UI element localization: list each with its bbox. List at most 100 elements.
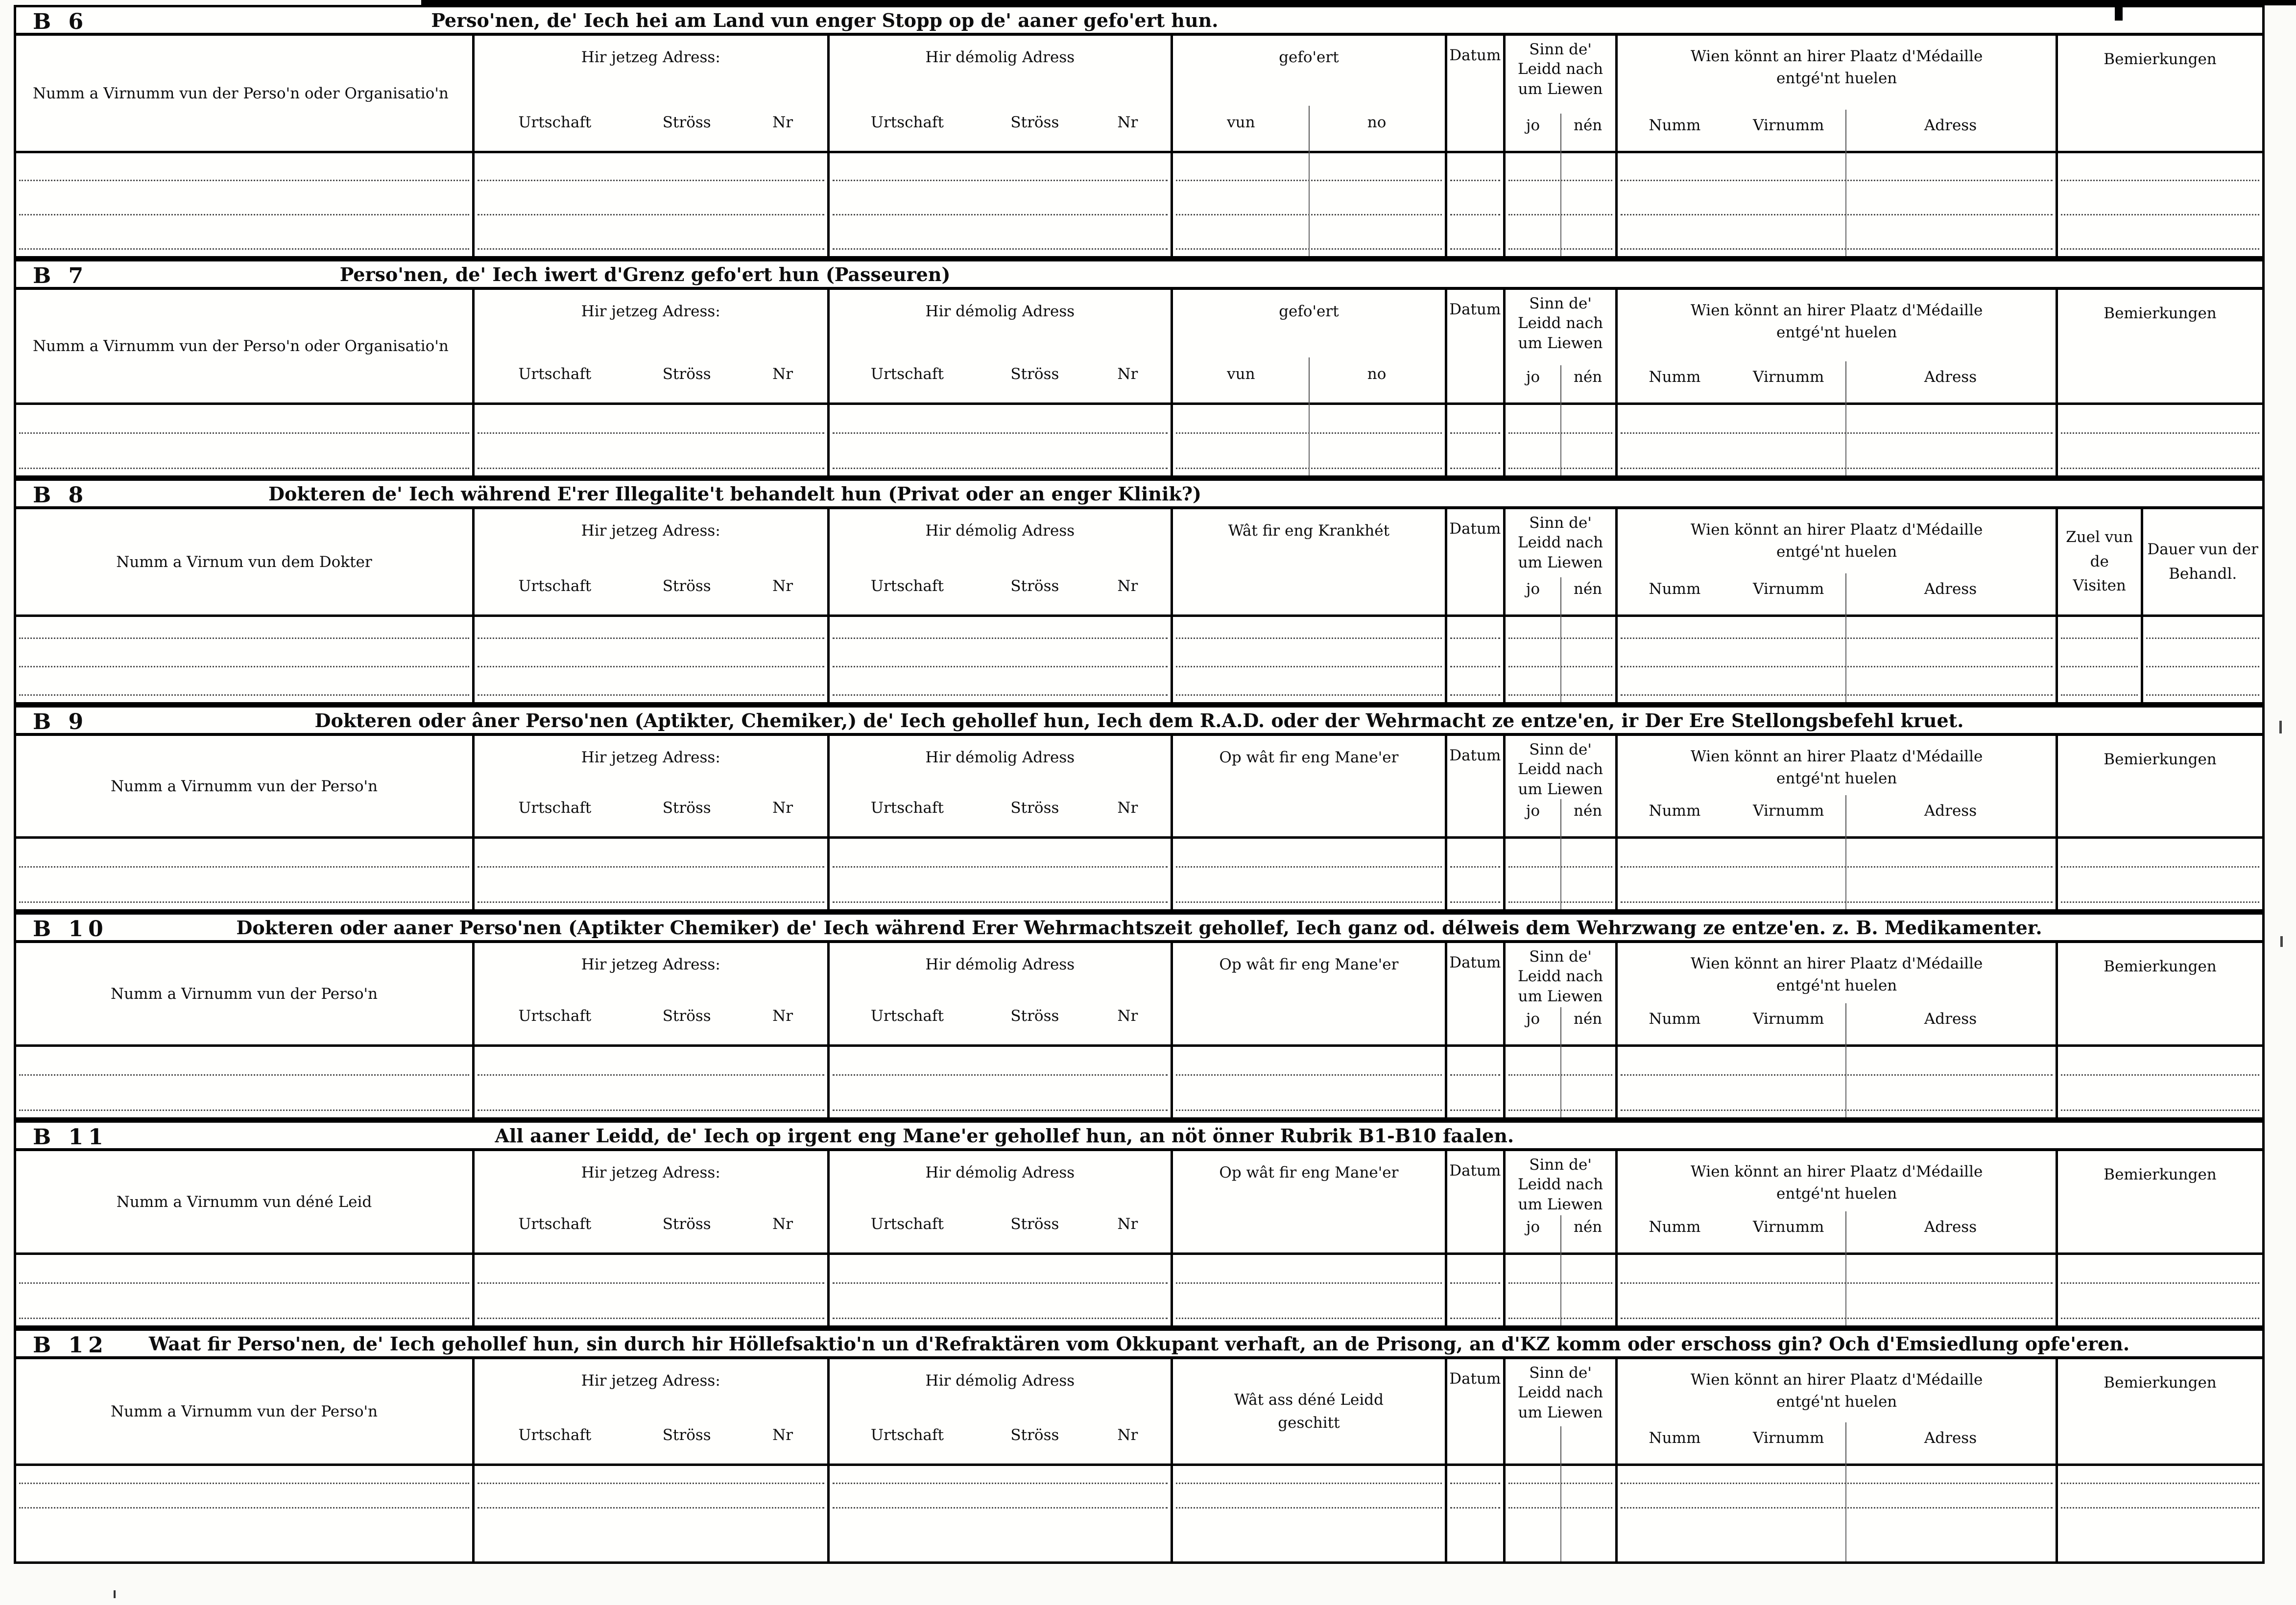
entry-row (16, 405, 2262, 440)
col-header-current-address: Hir jetzeg Adress: Urtschaft Ströss Nr (472, 509, 827, 614)
col-header-date: Datum (1444, 1359, 1503, 1463)
section-title: Dokteren de' Iech während E'rer Illegali… (268, 483, 1202, 505)
col-header-former-address: Hir démolig Adress Urtschaft Ströss Nr (827, 36, 1171, 151)
col-header-current-address: Hir jetzeg Adress: Urtschaft Ströss Nr (472, 943, 827, 1044)
entry-row (16, 1255, 2262, 1290)
col-header-former-address: Hir démolig Adress Urtschaft Ströss Nr (827, 509, 1171, 614)
entry-row (16, 1290, 2262, 1325)
section-b8-header: Numm a Virnum vun dem Dokter Hir jetzeg … (16, 509, 2262, 617)
col-header-what-happened: Wât ass déné Leidd geschitt (1171, 1359, 1444, 1463)
col-header-remarks: Bemierkungen (2056, 1151, 2262, 1252)
col-header-current-address: Hir jetzeg Adress: Urtschaft Ströss Nr (472, 290, 827, 402)
entry-row (16, 674, 2262, 702)
col-header-remarks: Bemierkungen (2056, 736, 2262, 836)
col-header-name: Numm a Virnumm vun der Perso'n (110, 1402, 378, 1420)
entry-row (16, 839, 2262, 874)
section-code: B 6 (33, 9, 89, 34)
section-b8: B 8 Dokteren de' Iech während E'rer Ille… (14, 478, 2265, 705)
entry-row (16, 645, 2262, 674)
section-code: B 12 (33, 1333, 108, 1358)
col-header-remarks: Bemierkungen (2056, 943, 2262, 1044)
col-header-former-address: Hir démolig Adress Urtschaft Ströss Nr (827, 1359, 1171, 1463)
section-b12-header: Numm a Virnumm vun der Perso'n Hir jetze… (16, 1359, 2262, 1466)
section-b9-rows (16, 839, 2262, 909)
col-header-manner: Op wât fir eng Mane'er (1171, 1151, 1444, 1252)
col-header-remarks: Bemierkungen (2056, 36, 2262, 151)
entry-row (16, 1082, 2262, 1117)
col-header-name: Numm a Virnumm vun der Perso'n (110, 777, 378, 795)
section-b6: B 6 Perso'nen, de' Iech hei am Land vun … (14, 5, 2265, 259)
entry-row (16, 153, 2262, 188)
col-header-transported: gefo'ert vun no (1171, 36, 1444, 154)
col-header-medal-substitute: Wien könnt an hirer Plaatz d'Médaille ent… (1615, 36, 2056, 154)
col-header-medal-substitute: Wien könnt an hirer Plaatz d'Médaille ent… (1615, 943, 2056, 1047)
section-b9-header: Numm a Virnumm vun der Perso'n Hir jetze… (16, 736, 2262, 839)
section-b11: B 11 All aaner Leidd, de' Iech op irgent… (14, 1120, 2265, 1328)
section-b7: B 7 Perso'nen, de' Iech iwert d'Grenz ge… (14, 259, 2265, 478)
scan-artifact-right-tick-1 (2279, 721, 2282, 733)
col-header-medal-substitute: Wien könnt an hirer Plaatz d'Médaille ent… (1615, 736, 2056, 839)
entry-row (16, 440, 2262, 475)
section-b11-title-row: B 11 All aaner Leidd, de' Iech op irgent… (16, 1123, 2262, 1151)
col-header-illness: Wât fir eng Krankhét (1171, 509, 1444, 614)
entry-row (16, 222, 2262, 256)
section-b6-rows (16, 153, 2262, 256)
section-b11-rows (16, 1255, 2262, 1325)
col-header-name: Numm a Virnumm vun der Perso'n oder Orga… (33, 84, 449, 102)
section-title: Perso'nen, de' Iech iwert d'Grenz gefo'e… (339, 263, 951, 285)
col-header-former-address: Hir démolig Adress Urtschaft Ströss Nr (827, 1151, 1171, 1252)
col-header-name: Numm a Virnumm vun déné Leid (116, 1193, 372, 1211)
entry-row (16, 1490, 2262, 1515)
section-b9: B 9 Dokteren oder âner Perso'nen (Aptikt… (14, 705, 2265, 912)
col-header-current-address: Hir jetzeg Adress: Urtschaft Ströss Nr (472, 1359, 827, 1463)
col-header-manner: Op wât fir eng Mane'er (1171, 943, 1444, 1044)
section-b9-title-row: B 9 Dokteren oder âner Perso'nen (Aptikt… (16, 708, 2262, 736)
entry-row (16, 1047, 2262, 1082)
col-header-medal-substitute: Wien könnt an hirer Plaatz d'Médaille ent… (1615, 1359, 2056, 1466)
col-header-former-address: Hir démolig Adress Urtschaft Ströss Nr (827, 943, 1171, 1044)
section-code: B 11 (33, 1125, 108, 1150)
section-b10: B 10 Dokteren oder aaner Perso'nen (Apti… (14, 912, 2265, 1120)
section-code: B 9 (33, 709, 89, 734)
section-b12-title-row: B 12 Waat fir Perso'nen, de' Iech geholl… (16, 1331, 2262, 1359)
col-header-current-address: Hir jetzeg Adress: Urtschaft Ströss Nr (472, 736, 827, 836)
col-header-name: Numm a Virnum vun dem Dokter (116, 553, 372, 571)
section-b8-rows (16, 617, 2262, 702)
entry-row (16, 617, 2262, 645)
col-header-date: Datum (1444, 1151, 1503, 1252)
entry-row (16, 188, 2262, 222)
entry-row (16, 1466, 2262, 1490)
col-header-date: Datum (1444, 943, 1503, 1044)
scan-artifact-bottom-tick (114, 1590, 116, 1598)
col-header-medal-substitute: Wien könnt an hirer Plaatz d'Médaille ent… (1615, 509, 2056, 617)
section-b12-rows (16, 1466, 2262, 1561)
col-header-current-address: Hir jetzeg Adress: Urtschaft Ströss Nr (472, 1151, 827, 1252)
section-code: B 7 (33, 263, 89, 288)
col-header-transported: gefo'ert vun no (1171, 290, 1444, 405)
section-b10-title-row: B 10 Dokteren oder aaner Perso'nen (Apti… (16, 915, 2262, 943)
col-header-former-address: Hir démolig Adress Urtschaft Ströss Nr (827, 290, 1171, 402)
col-header-name: Numm a Virnumm vun der Perso'n oder Orga… (33, 337, 449, 355)
entry-row (16, 1515, 2262, 1561)
section-b6-title-row: B 6 Perso'nen, de' Iech hei am Land vun … (16, 7, 2262, 36)
section-title: Waat fir Perso'nen, de' Iech gehollef hu… (148, 1333, 2130, 1355)
section-title: Dokteren oder aaner Perso'nen (Aptikter … (236, 917, 2042, 939)
section-b11-header: Numm a Virnumm vun déné Leid Hir jetzeg … (16, 1151, 2262, 1255)
section-b12: B 12 Waat fir Perso'nen, de' Iech geholl… (14, 1328, 2265, 1564)
col-header-current-address: Hir jetzeg Adress: Urtschaft Ströss Nr (472, 36, 827, 151)
questionnaire-form: B 6 Perso'nen, de' Iech hei am Land vun … (14, 5, 2265, 1564)
col-header-former-address: Hir démolig Adress Urtschaft Ströss Nr (827, 736, 1171, 836)
col-header-remarks: Bemierkungen (2056, 290, 2262, 402)
col-header-visit-count: Zuel vun de Visiten (2056, 509, 2141, 614)
col-header-date: Datum (1444, 36, 1503, 151)
section-b7-header: Numm a Virnumm vun der Perso'n oder Orga… (16, 290, 2262, 405)
section-code: B 10 (33, 917, 108, 942)
